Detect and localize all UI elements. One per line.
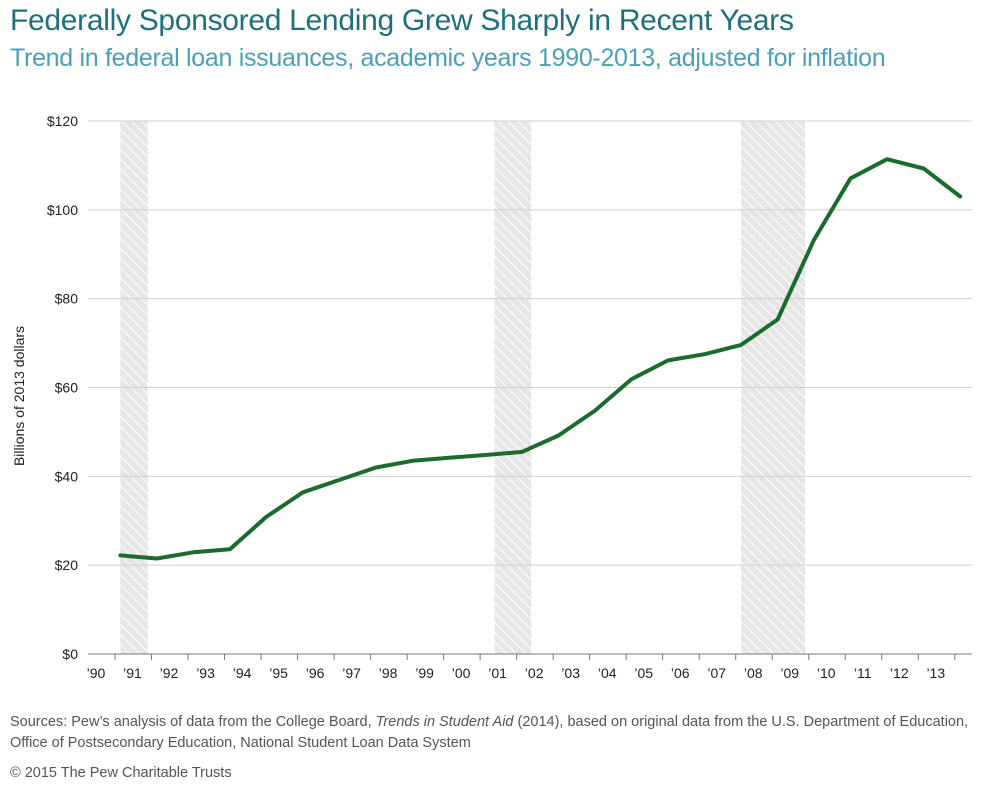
y-tick-labels: $0 $20 $40 $60 $80 $100 $120: [47, 113, 78, 662]
y-tick-label: $20: [55, 557, 79, 573]
x-tick-label: ’13: [926, 665, 945, 681]
source-text-end: (2014), based on original data from the …: [10, 714, 969, 751]
y-tick-label: $120: [47, 113, 78, 129]
x-tick-label: ’12: [890, 665, 909, 681]
x-tick-label: ’00: [452, 665, 471, 681]
series-line-1: [118, 157, 963, 561]
x-tick-label: ’97: [342, 665, 361, 681]
chart-subtitle: Trend in federal loan issuances, academi…: [10, 44, 886, 72]
x-tick-label: ’10: [817, 665, 836, 681]
source-text-start: Sources: Pew’s analysis of data from the…: [10, 714, 376, 730]
copyright-credit: © 2015 The Pew Charitable Trusts: [10, 765, 232, 781]
y-tick-label: $40: [55, 468, 79, 484]
x-tick-label: ’90: [87, 665, 106, 681]
x-tick-label: ’01: [488, 665, 507, 681]
x-tick-label: ’96: [306, 665, 325, 681]
x-tick-label: ’06: [671, 665, 690, 681]
x-tick-label: ’04: [598, 665, 617, 681]
y-tick-label: $60: [55, 380, 79, 396]
x-tick-label: ’93: [196, 665, 215, 681]
x-tick-label: ’98: [379, 665, 398, 681]
x-tick-label: ’92: [160, 665, 179, 681]
y-tick-label: $100: [47, 202, 78, 218]
series-layer: [118, 157, 963, 561]
x-tick-label: ’03: [561, 665, 580, 681]
x-tick-label: ’02: [525, 665, 544, 681]
chart-title: Federally Sponsored Lending Grew Sharply…: [10, 4, 794, 37]
line-chart: $0$20$40$60$80$100$120 ’90’91’92’93’94’9…: [11, 113, 972, 681]
source-note: Sources: Pew’s analysis of data from the…: [10, 712, 970, 754]
x-tick-label: ’99: [415, 665, 434, 681]
y-tick-label: $0: [62, 646, 78, 662]
x-tick-label: ’05: [634, 665, 653, 681]
source-publication-title: Trends in Student Aid: [375, 714, 514, 730]
gridlines-layer: [88, 120, 972, 655]
x-tick-labels: ’90 ’91 ’92 ’93 ’94 ’95 ’96 ’97 ’98 ’99 ’00 ’01 ’02 ’…: [87, 654, 956, 681]
x-tick-label: ’09: [780, 665, 799, 681]
x-tick-label: ’95: [269, 665, 288, 681]
x-tick-label: ’94: [233, 665, 252, 681]
x-tick-label: ’07: [707, 665, 726, 681]
x-tick-label: ’11: [854, 665, 872, 681]
y-axis-label: Billions of 2013 dollars: [11, 326, 27, 466]
y-tick-label: $80: [55, 291, 79, 307]
x-tick-label: ’91: [123, 665, 142, 681]
x-tick-label: ’08: [744, 665, 763, 681]
